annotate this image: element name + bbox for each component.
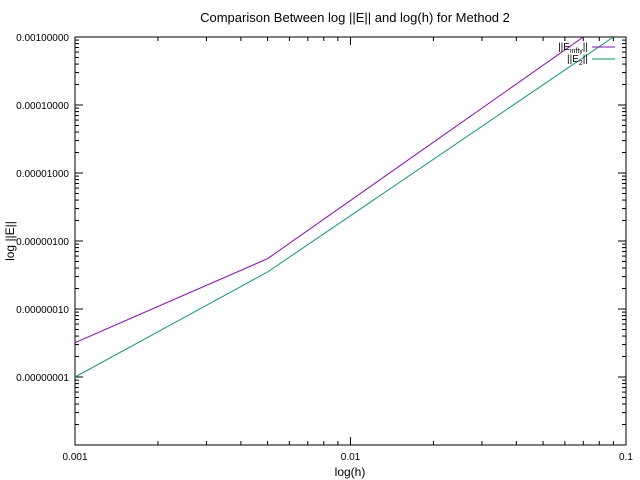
series-line-2: [75, 37, 614, 378]
legend-label-1: ||Einfty||: [558, 42, 588, 55]
x-tick-label: 0.01: [341, 452, 361, 463]
y-tick-label: 0.00000001: [16, 373, 69, 384]
x-axis-label: log(h): [335, 465, 366, 479]
legend-label-2: ||E2||: [567, 54, 588, 67]
x-tick-label: 0.001: [62, 452, 87, 463]
y-tick-label: 0.00100000: [16, 33, 69, 44]
series-lines: [75, 37, 614, 378]
y-axis-label: log ||E||: [3, 221, 17, 261]
y-tick-label: 0.00000100: [16, 237, 69, 248]
plot-frame: [74, 36, 627, 446]
legend: ||Einfty||||E2||: [558, 42, 615, 67]
x-tick-label: 0.1: [619, 452, 633, 463]
x-ticks: 0.001 0.01 0.1: [62, 37, 633, 463]
chart-title: Comparison Between log ||E|| and log(h) …: [200, 10, 510, 25]
series-line-1: [75, 37, 584, 344]
y-tick-label: 0.00000010: [16, 305, 69, 316]
y-ticks: 0.00000001 0.00000010 0.00000100 0.00001000…: [16, 33, 626, 426]
y-tick-label: 0.00001000: [16, 169, 69, 180]
y-tick-label: 0.00010000: [16, 101, 69, 112]
